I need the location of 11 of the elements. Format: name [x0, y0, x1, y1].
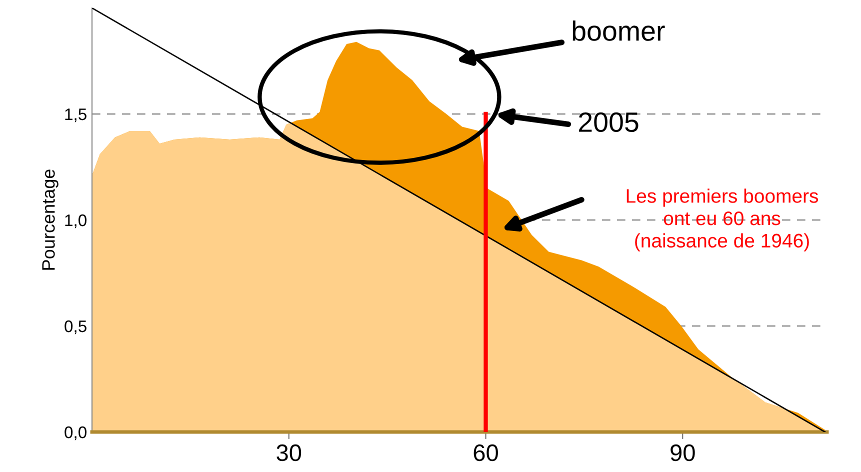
y-tick-label: 1,5 — [65, 108, 86, 122]
y-tick-label: 0,0 — [64, 426, 86, 440]
x-tick-label: 30 — [276, 444, 302, 462]
annotation: boomer — [572, 20, 665, 41]
x-tick-label: 90 — [670, 444, 695, 462]
x-tick-label: 60 — [474, 444, 498, 462]
y-tick-label: 0,5 — [64, 320, 86, 334]
y-tick-label: 1,0 — [65, 214, 86, 228]
annotation: Les premiers boomers ont eu 60 ans (naissance de 1946) — [626, 188, 818, 252]
annotation: 2005 — [579, 112, 638, 132]
y-axis-title: Pourcentage — [42, 170, 58, 270]
